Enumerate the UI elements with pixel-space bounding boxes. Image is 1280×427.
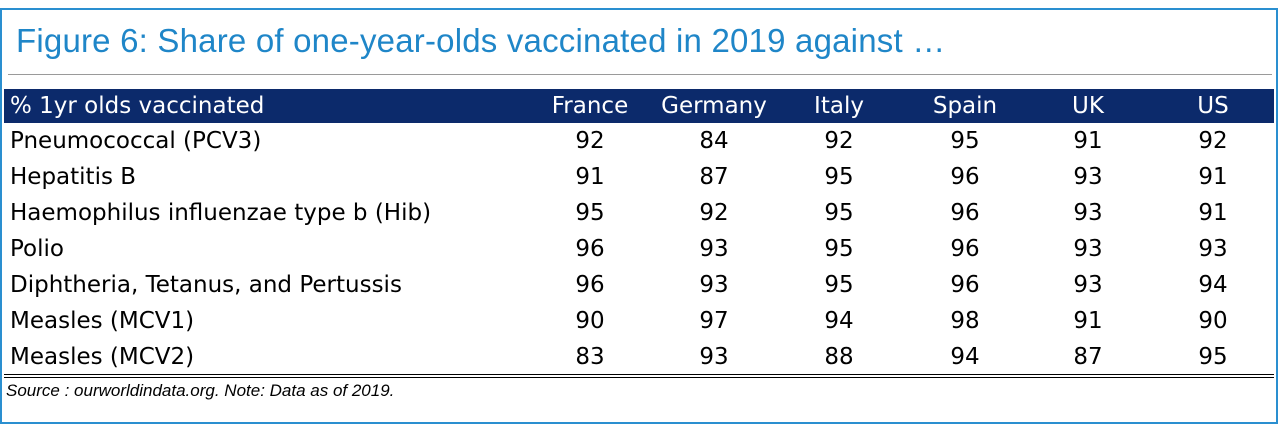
table-row: Hepatitis B 91 87 95 96 93 91 (4, 159, 1274, 195)
source-note: Source : ourworldindata.org. Note: Data … (6, 381, 395, 400)
table-cell: 93 (1073, 236, 1103, 262)
table-cell: 91 (575, 164, 605, 190)
row-label: Polio (10, 236, 64, 262)
table-cell: 95 (1198, 344, 1228, 370)
table-cell: 93 (1073, 200, 1103, 226)
table-cell: 95 (575, 200, 605, 226)
table-cell: 91 (1073, 128, 1103, 154)
table-cell: 98 (950, 308, 980, 334)
column-header: Italy (772, 89, 906, 123)
table-cell: 95 (824, 272, 854, 298)
table-row: Pneumococcal (PCV3) 92 84 92 95 91 92 (4, 123, 1274, 159)
table-cell: 96 (950, 200, 980, 226)
table-cell: 83 (575, 344, 605, 370)
table-cell: 96 (950, 164, 980, 190)
table-cell: 95 (950, 128, 980, 154)
table-cell: 96 (575, 272, 605, 298)
table-cell: 88 (824, 344, 854, 370)
table-row: Diphtheria, Tetanus, and Pertussis 96 93… (4, 267, 1274, 303)
table-cell: 90 (1198, 308, 1228, 334)
table-cell: 95 (824, 236, 854, 262)
column-header: US (1152, 89, 1274, 123)
table-cell: 87 (1073, 344, 1103, 370)
table-cell: 92 (699, 200, 729, 226)
table-cell: 91 (1198, 164, 1228, 190)
column-header: Spain (906, 89, 1024, 123)
row-label: Diphtheria, Tetanus, and Pertussis (10, 272, 402, 298)
table-cell: 93 (699, 236, 729, 262)
table-cell: 95 (824, 164, 854, 190)
table-cell: 96 (950, 236, 980, 262)
table-cell: 94 (950, 344, 980, 370)
table-cell: 84 (699, 128, 729, 154)
column-header: UK (1024, 89, 1152, 123)
row-label: Hepatitis B (10, 164, 137, 190)
figure-frame (0, 8, 1278, 424)
table-cell: 92 (1198, 128, 1228, 154)
row-label: Haemophilus influenzae type b (Hib) (10, 200, 432, 226)
table-cell: 90 (575, 308, 605, 334)
table-cell: 91 (1198, 200, 1228, 226)
table-cell: 92 (824, 128, 854, 154)
column-header: France (524, 89, 656, 123)
title-divider (8, 74, 1272, 75)
table-cell: 87 (699, 164, 729, 190)
figure-title: Figure 6: Share of one-year-olds vaccina… (16, 22, 946, 59)
table-cell: 92 (575, 128, 605, 154)
table-cell: 93 (1198, 236, 1228, 262)
table-bottom-rule (4, 374, 1274, 378)
row-label: Pneumococcal (PCV3) (10, 128, 262, 154)
vaccination-table: % 1yr olds vaccinated France Germany Ita… (4, 89, 1274, 375)
table-cell: 94 (1198, 272, 1228, 298)
row-header-label: % 1yr olds vaccinated (4, 89, 524, 123)
table-cell: 93 (1073, 164, 1103, 190)
row-label: Measles (MCV1) (10, 308, 195, 334)
table-cell: 93 (1073, 272, 1103, 298)
column-header: Germany (656, 89, 772, 123)
table-cell: 96 (950, 272, 980, 298)
table-cell: 97 (699, 308, 729, 334)
table-row: Measles (MCV1) 90 97 94 98 91 90 (4, 303, 1274, 339)
table-cell: 93 (699, 272, 729, 298)
table-row: Haemophilus influenzae type b (Hib) 95 9… (4, 195, 1274, 231)
table-cell: 94 (824, 308, 854, 334)
table-row: Measles (MCV2) 83 93 88 94 87 95 (4, 339, 1274, 375)
table-cell: 93 (699, 344, 729, 370)
table-cell: 95 (824, 200, 854, 226)
table-cell: 96 (575, 236, 605, 262)
table-cell: 91 (1073, 308, 1103, 334)
row-label: Measles (MCV2) (10, 344, 195, 370)
table-header-row: % 1yr olds vaccinated France Germany Ita… (4, 89, 1274, 123)
table-row: Polio 96 93 95 96 93 93 (4, 231, 1274, 267)
